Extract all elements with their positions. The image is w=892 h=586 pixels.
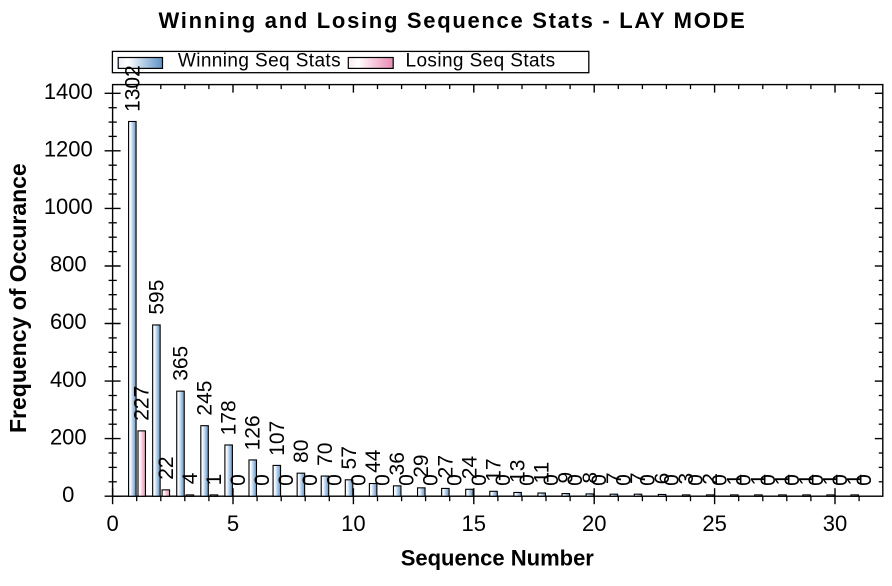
svg-text:Losing Seq Stats: Losing Seq Stats xyxy=(406,51,556,72)
svg-text:0: 0 xyxy=(588,474,611,486)
svg-text:9: 9 xyxy=(555,472,578,484)
svg-text:7: 7 xyxy=(603,472,626,484)
svg-text:600: 600 xyxy=(50,309,87,334)
svg-text:0: 0 xyxy=(709,474,732,486)
svg-text:2: 2 xyxy=(699,473,722,485)
svg-text:107: 107 xyxy=(266,421,289,456)
svg-text:0: 0 xyxy=(660,474,683,486)
svg-text:4: 4 xyxy=(179,472,202,484)
svg-text:1400: 1400 xyxy=(44,79,93,104)
svg-text:1302: 1302 xyxy=(121,65,144,112)
svg-text:10: 10 xyxy=(341,511,365,536)
svg-text:22: 22 xyxy=(155,456,178,479)
svg-text:0: 0 xyxy=(251,474,274,486)
svg-text:0: 0 xyxy=(805,474,828,486)
svg-text:227: 227 xyxy=(131,386,154,421)
svg-text:20: 20 xyxy=(582,511,606,536)
svg-text:0: 0 xyxy=(444,474,467,486)
svg-text:0: 0 xyxy=(516,474,539,486)
svg-text:0: 0 xyxy=(564,474,587,486)
svg-text:0: 0 xyxy=(853,474,876,486)
svg-text:5: 5 xyxy=(227,511,239,536)
svg-text:Sequence Number: Sequence Number xyxy=(401,546,595,571)
svg-text:11: 11 xyxy=(531,462,554,484)
svg-text:0: 0 xyxy=(757,474,780,486)
svg-text:0: 0 xyxy=(371,474,394,486)
svg-text:0: 0 xyxy=(106,511,118,536)
svg-text:1: 1 xyxy=(747,474,770,486)
svg-text:1: 1 xyxy=(203,474,226,486)
svg-text:27: 27 xyxy=(434,455,457,478)
svg-text:0: 0 xyxy=(299,474,322,486)
svg-text:365: 365 xyxy=(169,346,192,381)
svg-text:3: 3 xyxy=(675,473,698,485)
svg-text:200: 200 xyxy=(50,424,87,449)
svg-text:1: 1 xyxy=(844,474,867,486)
svg-text:1: 1 xyxy=(820,474,843,486)
svg-text:0: 0 xyxy=(323,474,346,486)
svg-text:1: 1 xyxy=(723,474,746,486)
svg-text:0: 0 xyxy=(492,474,515,486)
svg-text:0: 0 xyxy=(733,474,756,486)
svg-text:15: 15 xyxy=(462,511,486,536)
svg-text:0: 0 xyxy=(636,474,659,486)
svg-text:25: 25 xyxy=(702,511,726,536)
svg-text:0: 0 xyxy=(275,474,298,486)
svg-text:0: 0 xyxy=(540,474,563,486)
svg-text:245: 245 xyxy=(194,381,217,416)
svg-text:70: 70 xyxy=(314,443,337,466)
svg-text:0: 0 xyxy=(468,474,491,486)
svg-text:8: 8 xyxy=(579,472,602,484)
svg-text:400: 400 xyxy=(50,367,87,392)
svg-text:126: 126 xyxy=(242,415,265,450)
svg-text:1000: 1000 xyxy=(44,194,93,219)
svg-text:1: 1 xyxy=(796,474,819,486)
svg-text:0: 0 xyxy=(829,474,852,486)
svg-text:44: 44 xyxy=(362,449,385,473)
svg-text:0: 0 xyxy=(612,474,635,486)
svg-text:178: 178 xyxy=(218,400,241,435)
svg-text:17: 17 xyxy=(482,458,505,481)
svg-text:30: 30 xyxy=(823,511,847,536)
svg-text:80: 80 xyxy=(290,440,313,463)
svg-text:0: 0 xyxy=(420,474,443,486)
svg-text:36: 36 xyxy=(386,452,409,475)
svg-text:0: 0 xyxy=(781,474,804,486)
svg-text:29: 29 xyxy=(410,454,433,477)
svg-text:24: 24 xyxy=(458,456,481,480)
svg-text:Frequency of Occurance: Frequency of Occurance xyxy=(5,163,31,433)
svg-text:0: 0 xyxy=(396,474,419,486)
svg-text:1200: 1200 xyxy=(44,137,93,162)
svg-text:0: 0 xyxy=(347,474,370,486)
svg-text:57: 57 xyxy=(338,446,361,469)
svg-text:0: 0 xyxy=(685,474,708,486)
svg-text:0: 0 xyxy=(62,482,74,507)
svg-text:Winning and Losing Sequence St: Winning and Losing Sequence Stats - LAY … xyxy=(159,8,747,33)
svg-text:800: 800 xyxy=(50,252,87,277)
svg-text:13: 13 xyxy=(507,460,530,483)
svg-text:7: 7 xyxy=(627,472,650,484)
svg-text:0: 0 xyxy=(227,474,250,486)
svg-text:595: 595 xyxy=(145,280,168,315)
svg-text:Winning Seq Stats: Winning Seq Stats xyxy=(178,51,341,72)
svg-text:1: 1 xyxy=(771,474,794,486)
svg-text:6: 6 xyxy=(651,473,674,485)
